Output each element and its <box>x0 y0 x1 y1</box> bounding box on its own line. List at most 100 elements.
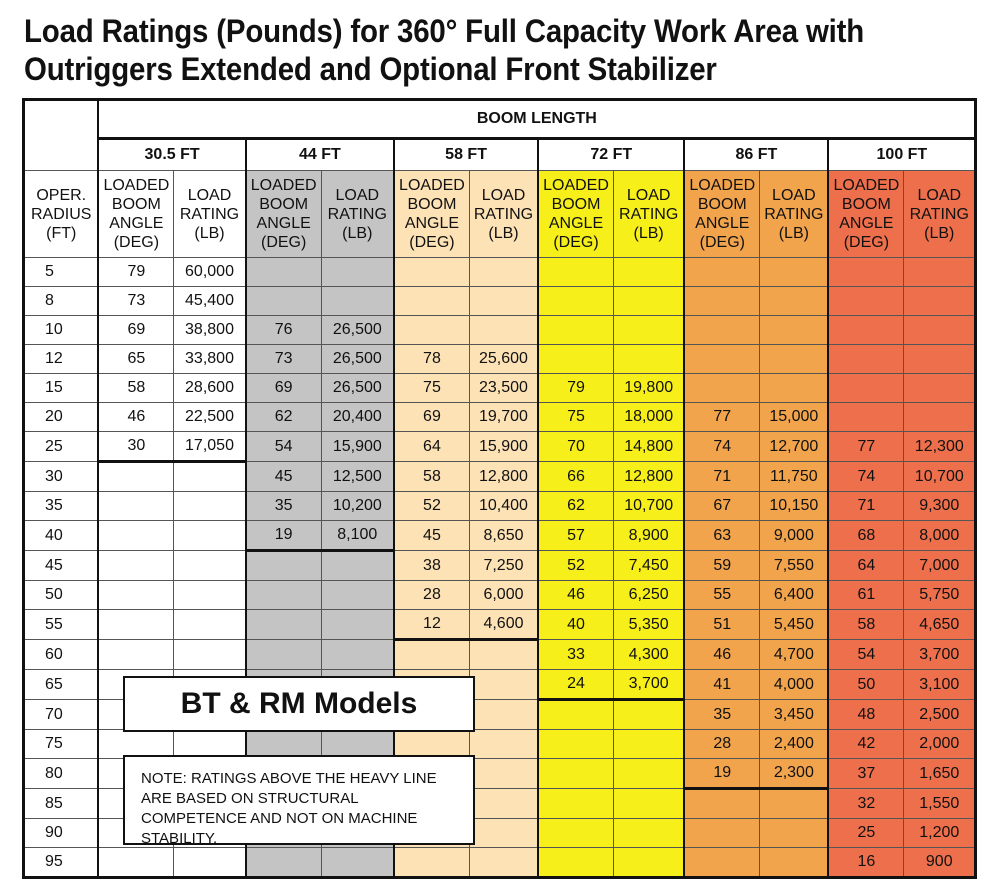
rating-cell: 25,600 <box>469 345 538 374</box>
angle-cell: 70 <box>538 432 613 462</box>
rating-cell: 15,900 <box>321 432 394 462</box>
radius-cell: 40 <box>24 521 99 551</box>
rating-cell: 5,450 <box>760 610 829 640</box>
rating-cell <box>174 581 246 610</box>
rating-cell: 33,800 <box>174 345 246 374</box>
rating-cell: 9,000 <box>760 521 829 551</box>
angle-cell: 33 <box>538 640 613 670</box>
angle-cell: 54 <box>246 432 321 462</box>
rating-cell: 2,500 <box>904 700 976 730</box>
radius-cell: 10 <box>24 316 99 345</box>
rating-cell: 22,500 <box>174 403 246 432</box>
rating-cell: 26,500 <box>321 316 394 345</box>
angle-cell: 46 <box>684 640 759 670</box>
angle-cell: 75 <box>538 403 613 432</box>
rating-cell: 45,400 <box>174 287 246 316</box>
rating-cell: 17,050 <box>174 432 246 462</box>
rating-cell: 7,000 <box>904 551 976 581</box>
rating-cell: 60,000 <box>174 258 246 287</box>
rating-header-1: LOAD RATING (LB) <box>321 171 394 258</box>
angle-cell: 24 <box>538 670 613 700</box>
angle-cell: 41 <box>684 670 759 700</box>
rating-cell: 11,750 <box>760 462 829 492</box>
rating-cell: 2,000 <box>904 730 976 759</box>
table-row: 30 45 12,500 58 12,800 66 12,800 71 11,750 74 10,7… <box>24 462 976 492</box>
rating-header-3: LOAD RATING (LB) <box>613 171 684 258</box>
rating-cell: 19,700 <box>469 403 538 432</box>
rating-cell <box>760 789 829 819</box>
angle-cell: 79 <box>98 258 173 287</box>
rating-cell <box>321 551 394 581</box>
rating-header-0: LOAD RATING (LB) <box>174 171 246 258</box>
rating-cell <box>613 848 684 878</box>
angle-cell: 28 <box>394 581 469 610</box>
rating-cell: 7,550 <box>760 551 829 581</box>
rating-cell <box>613 759 684 789</box>
radius-cell: 5 <box>24 258 99 287</box>
angle-cell: 25 <box>828 819 903 848</box>
rating-cell: 14,800 <box>613 432 684 462</box>
angle-cell: 63 <box>684 521 759 551</box>
angle-cell <box>684 374 759 403</box>
angle-cell: 19 <box>684 759 759 789</box>
angle-cell <box>538 316 613 345</box>
angle-cell: 46 <box>538 581 613 610</box>
angle-cell: 38 <box>394 551 469 581</box>
table-row: 15 58 28,600 69 26,500 75 23,500 79 19,800 <box>24 374 976 403</box>
rating-cell <box>174 610 246 640</box>
radius-header: OPER. RADIUS (FT) <box>24 171 99 258</box>
angle-header-1: LOADED BOOM ANGLE (DEG) <box>246 171 321 258</box>
angle-cell: 76 <box>246 316 321 345</box>
rating-cell <box>469 848 538 878</box>
rating-cell: 4,650 <box>904 610 976 640</box>
angle-cell: 64 <box>828 551 903 581</box>
radius-cell: 75 <box>24 730 99 759</box>
rating-header-5: LOAD RATING (LB) <box>904 171 976 258</box>
angle-cell: 59 <box>684 551 759 581</box>
rating-cell: 2,300 <box>760 759 829 789</box>
rating-cell <box>321 287 394 316</box>
rating-cell <box>174 492 246 521</box>
angle-cell: 58 <box>394 462 469 492</box>
radius-cell: 20 <box>24 403 99 432</box>
rating-cell <box>760 848 829 878</box>
angle-cell <box>538 759 613 789</box>
rating-cell: 12,300 <box>904 432 976 462</box>
rating-cell <box>174 462 246 492</box>
angle-cell <box>538 258 613 287</box>
rating-cell: 7,450 <box>613 551 684 581</box>
rating-cell <box>469 670 538 700</box>
angle-cell: 75 <box>394 374 469 403</box>
table-row: 40 19 8,100 45 8,650 57 8,900 63 9,000 68 8,000 <box>24 521 976 551</box>
rating-cell <box>321 581 394 610</box>
angle-cell: 48 <box>828 700 903 730</box>
angle-cell <box>684 287 759 316</box>
angle-cell <box>98 640 173 670</box>
rating-cell: 12,700 <box>760 432 829 462</box>
boom-length-header: BOOM LENGTH <box>98 100 975 139</box>
table-row: 25 30 17,050 54 15,900 64 15,900 70 14,800 74 12,7… <box>24 432 976 462</box>
rating-cell <box>613 258 684 287</box>
boom-length-3: 72 FT <box>538 139 684 171</box>
angle-cell: 45 <box>246 462 321 492</box>
angle-cell: 71 <box>828 492 903 521</box>
rating-cell: 2,400 <box>760 730 829 759</box>
rating-cell: 3,100 <box>904 670 976 700</box>
angle-cell <box>538 789 613 819</box>
rating-header-4: LOAD RATING (LB) <box>760 171 829 258</box>
angle-cell: 74 <box>684 432 759 462</box>
rating-cell <box>469 316 538 345</box>
angle-cell <box>684 258 759 287</box>
angle-cell: 68 <box>828 521 903 551</box>
table-row: 45 38 7,250 52 7,450 59 7,550 64 7,000 <box>24 551 976 581</box>
angle-cell: 62 <box>246 403 321 432</box>
angle-cell <box>828 287 903 316</box>
rating-cell <box>469 730 538 759</box>
angle-cell <box>538 287 613 316</box>
angle-cell <box>394 287 469 316</box>
rating-cell: 4,700 <box>760 640 829 670</box>
rating-cell <box>904 287 976 316</box>
angle-cell <box>394 316 469 345</box>
angle-cell: 51 <box>684 610 759 640</box>
rating-cell <box>321 258 394 287</box>
